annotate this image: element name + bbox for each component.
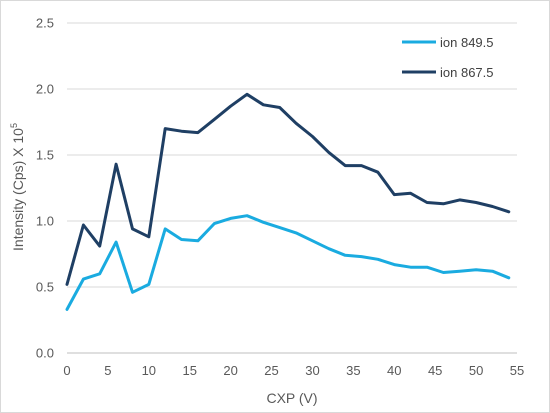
y-axis-title-exponent: 5 [9,123,19,128]
x-tick-label: 10 [142,363,156,378]
y-tick-label: 0.5 [36,280,54,295]
series-line-ion-867-5 [65,92,511,286]
tick-labels: 0.0 0.5 1.0 1.5 2.0 2.5 0 5 10 15 20 25 30 35 40 45 50 55 [36,16,524,379]
x-tick-label: 5 [104,363,111,378]
y-tick-label: 2.0 [36,82,54,97]
x-tick-label: 55 [510,363,524,378]
x-tick-label: 35 [346,363,360,378]
y-tick-label: 1.0 [36,214,54,229]
x-tick-label: 40 [387,363,401,378]
x-tick-label: 0 [63,363,70,378]
x-axis-title: CXP (V) [266,390,317,406]
series-line-ion-849-5 [65,214,511,311]
y-axis-title-main: Intensity (Cps) X 10 [10,128,26,251]
legend: ion 849.5 ion 867.5 [402,35,494,80]
y-axis-title: Intensity (Cps) X 105 [9,123,26,251]
gridlines [67,22,517,288]
y-tick-label: 1.5 [36,148,54,163]
x-tick-label: 45 [428,363,442,378]
x-tick-label: 30 [305,363,319,378]
y-tick-label: 0.0 [36,346,54,361]
x-tick-label: 20 [223,363,237,378]
legend-label-ion-849-5: ion 849.5 [440,35,494,50]
x-tick-label: 50 [469,363,483,378]
x-tick-label: 25 [264,363,278,378]
series-group [65,92,511,311]
x-tick-label: 15 [182,363,196,378]
y-tick-label: 2.5 [36,16,54,31]
legend-label-ion-867-5: ion 867.5 [440,65,494,80]
